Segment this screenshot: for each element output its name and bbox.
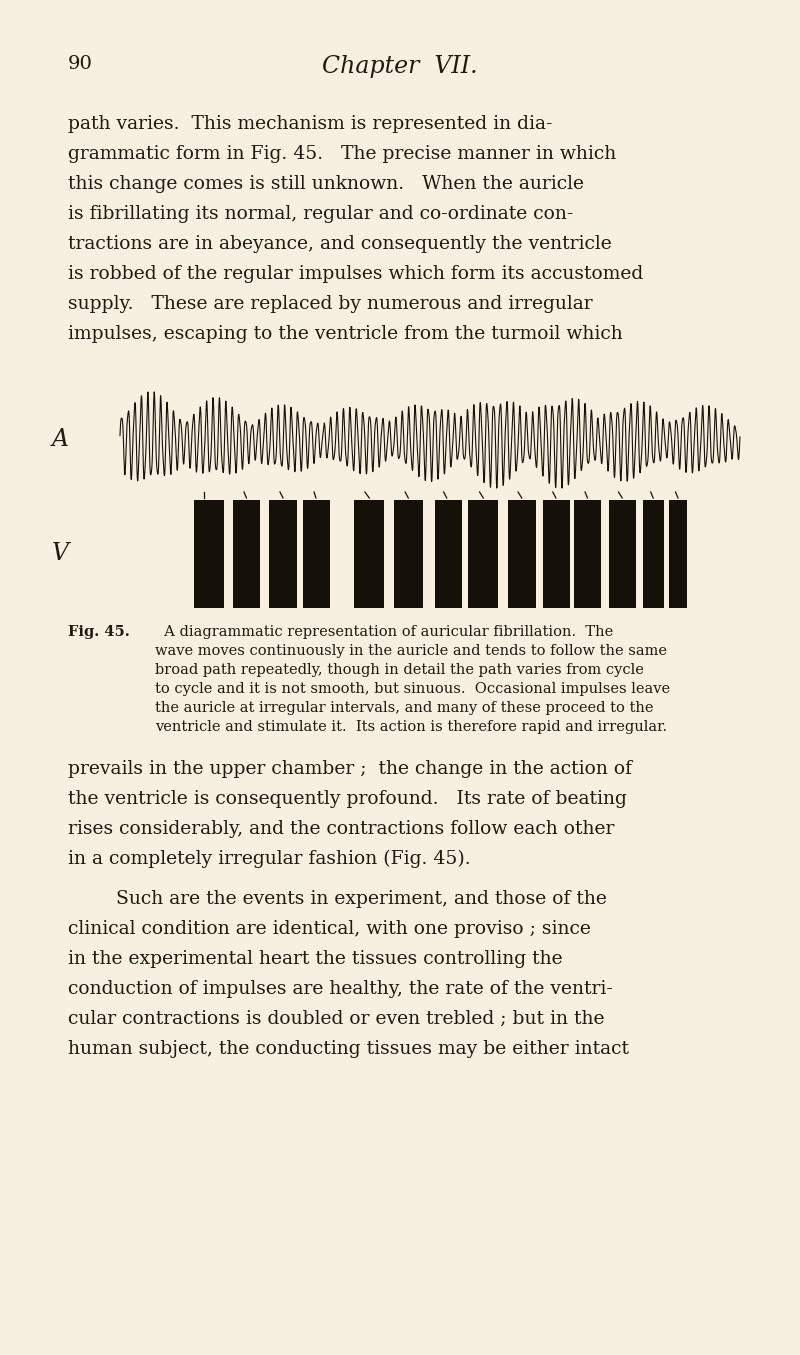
Text: human subject, the conducting tissues may be either intact: human subject, the conducting tissues ma… [68, 1041, 629, 1058]
Text: conduction of impulses are healthy, the rate of the ventri-: conduction of impulses are healthy, the … [68, 980, 613, 999]
Text: is fibrillating its normal, regular and co-ordinate con-: is fibrillating its normal, regular and … [68, 205, 574, 224]
Bar [609, 500, 637, 608]
Text: this change comes is still unknown.   When the auricle: this change comes is still unknown. When… [68, 175, 584, 192]
Text: is robbed of the regular impulses which form its accustomed: is robbed of the regular impulses which … [68, 266, 643, 283]
Text: impulses, escaping to the ventricle from the turmoil which: impulses, escaping to the ventricle from… [68, 325, 622, 343]
Text: to cycle and it is not smooth, but sinuous.  Occasional impulses leave: to cycle and it is not smooth, but sinuo… [155, 682, 670, 696]
Text: rises considerably, and the contractions follow each other: rises considerably, and the contractions… [68, 820, 614, 837]
Bar [303, 500, 330, 608]
Text: cular contractions is doubled or even trebled ; but in the: cular contractions is doubled or even tr… [68, 1009, 605, 1028]
Text: V: V [51, 542, 69, 565]
Text: ventricle and stimulate it.  Its action is therefore rapid and irregular.: ventricle and stimulate it. Its action i… [155, 720, 667, 734]
Text: wave moves continuously in the auricle and tends to follow the same: wave moves continuously in the auricle a… [155, 644, 667, 659]
Text: Such are the events in experiment, and those of the: Such are the events in experiment, and t… [68, 890, 607, 908]
Bar [670, 500, 686, 608]
Text: 90: 90 [68, 56, 93, 73]
Text: in the experimental heart the tissues controlling the: in the experimental heart the tissues co… [68, 950, 562, 967]
Text: broad path repeatedly, though in detail the path varies from cycle: broad path repeatedly, though in detail … [155, 663, 644, 678]
Text: tractions are in abeyance, and consequently the ventricle: tractions are in abeyance, and consequen… [68, 234, 612, 253]
Text: clinical condition are identical, with one proviso ; since: clinical condition are identical, with o… [68, 920, 591, 938]
Bar [469, 500, 498, 608]
Bar [543, 500, 570, 608]
Bar [234, 500, 260, 608]
Bar [354, 500, 384, 608]
Text: supply.   These are replaced by numerous and irregular: supply. These are replaced by numerous a… [68, 295, 593, 313]
Bar [435, 500, 462, 608]
Text: A: A [51, 428, 69, 451]
Bar [269, 500, 298, 608]
Bar [574, 500, 601, 608]
Bar [194, 500, 224, 608]
Text: A diagrammatic representation of auricular fibrillation.  The: A diagrammatic representation of auricul… [155, 625, 614, 640]
Text: grammatic form in Fig. 45.   The precise manner in which: grammatic form in Fig. 45. The precise m… [68, 145, 616, 163]
Text: the auricle at irregular intervals, and many of these proceed to the: the auricle at irregular intervals, and … [155, 701, 654, 715]
Bar [394, 500, 422, 608]
Bar [508, 500, 536, 608]
Text: prevails in the upper chamber ;  the change in the action of: prevails in the upper chamber ; the chan… [68, 760, 632, 778]
Text: path varies.  This mechanism is represented in dia-: path varies. This mechanism is represent… [68, 115, 553, 133]
Text: Chapter  VII.: Chapter VII. [322, 56, 478, 79]
Text: in a completely irregular fashion (Fig. 45).: in a completely irregular fashion (Fig. … [68, 850, 470, 869]
Bar [642, 500, 664, 608]
Text: Fig. 45.: Fig. 45. [68, 625, 130, 640]
Text: the ventricle is consequently profound.   Its rate of beating: the ventricle is consequently profound. … [68, 790, 627, 808]
